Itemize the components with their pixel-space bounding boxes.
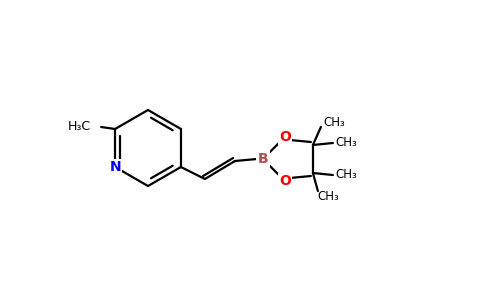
Text: CH₃: CH₃ [335,136,357,149]
Text: CH₃: CH₃ [317,190,339,202]
Text: CH₃: CH₃ [335,169,357,182]
Text: O: O [279,174,291,188]
Text: N: N [109,160,121,174]
Text: H₃C: H₃C [68,121,91,134]
Text: CH₃: CH₃ [323,116,345,130]
Text: B: B [257,152,268,166]
Text: O: O [279,130,291,144]
